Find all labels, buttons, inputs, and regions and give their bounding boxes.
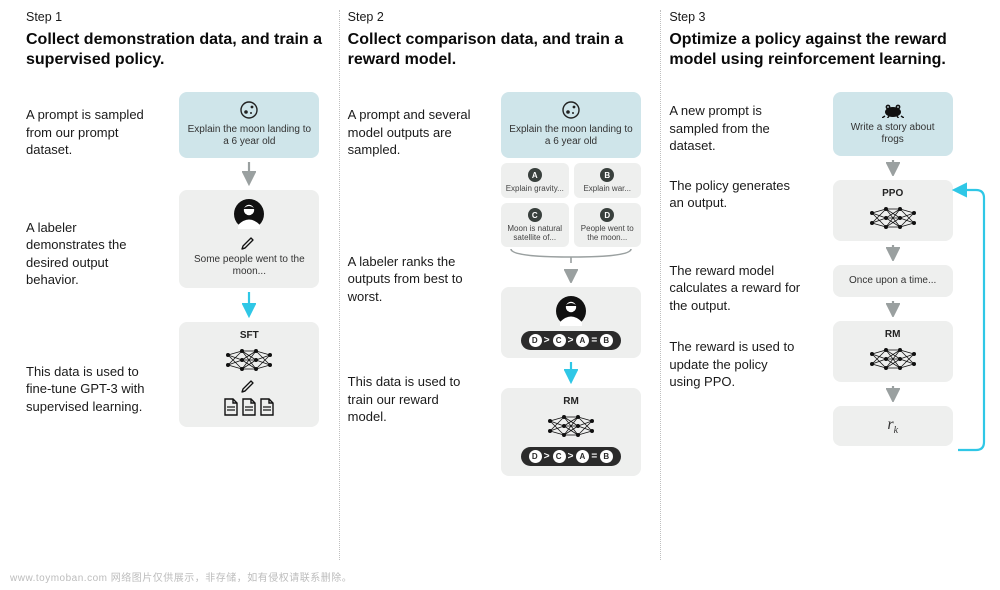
arrow-icon — [564, 362, 578, 384]
rank-b: B — [600, 334, 613, 347]
step2-desc2: A labeler ranks the outputs from best to… — [348, 253, 480, 306]
step2-desc3: This data is used to train our reward mo… — [348, 373, 480, 426]
docs-icon-row — [223, 397, 275, 417]
person-icon — [555, 295, 587, 327]
arrow-icon — [242, 292, 256, 318]
person-icon — [233, 198, 265, 230]
step3-rm-card: RM — [833, 321, 953, 382]
nn-icon — [868, 205, 918, 231]
step2-prompt-text: Explain the moon landing to a 6 year old — [509, 124, 633, 148]
step2-options: AExplain gravity... BExplain war... CMoo… — [501, 163, 641, 247]
arrow-icon — [886, 245, 900, 261]
step3-desc1: A new prompt is sampled from the dataset… — [669, 102, 801, 155]
frog-icon — [882, 100, 904, 118]
step3-ppo-card: PPO — [833, 180, 953, 241]
sft-label: SFT — [240, 330, 259, 341]
arrow-icon — [886, 160, 900, 176]
pencil-icon — [241, 377, 257, 393]
step2-desc1: A prompt and several model outputs are s… — [348, 106, 480, 159]
reward-symbol: rk — [887, 416, 898, 436]
rank-c: C — [553, 334, 566, 347]
option-a: AExplain gravity... — [501, 163, 569, 198]
rm-label: RM — [885, 329, 901, 340]
pencil-icon — [241, 234, 257, 250]
option-b: BExplain war... — [574, 163, 642, 198]
ppo-label: PPO — [882, 188, 903, 199]
step3-reward-card: rk — [833, 406, 953, 446]
step3-gen-card: Once upon a time... — [833, 265, 953, 297]
rm-label: RM — [563, 396, 579, 407]
doc-icon — [259, 397, 275, 417]
rank-a: A — [576, 334, 589, 347]
step1-prompt-text: Explain the moon landing to a 6 year old — [187, 124, 311, 148]
step-2-column: Step 2 Collect comparison data, and trai… — [339, 10, 661, 560]
step3-desc3: The reward model calculates a reward for… — [669, 262, 801, 315]
step-1-label: Step 1 — [26, 10, 331, 24]
arrow-icon — [886, 386, 900, 402]
step1-sft-card: SFT — [179, 322, 319, 427]
option-b-text: Explain war... — [583, 184, 631, 193]
step2-prompt-card: Explain the moon landing to a 6 year old — [501, 92, 641, 158]
step2-rm-card: RM D> C> A= B — [501, 388, 641, 476]
step3-prompt-card: Write a story about frogs — [833, 92, 953, 156]
ranking-pill: D> C> A= B — [521, 331, 622, 350]
step1-desc1: A prompt is sampled from our prompt data… — [26, 106, 158, 159]
step1-desc2: A labeler demonstrates the desired outpu… — [26, 219, 158, 289]
step-2-title: Collect comparison data, and train a rew… — [348, 30, 653, 70]
footer-text: www.toymoban.com 网络图片仅供展示，非存储，如有侵权请联系删除。 — [10, 569, 352, 584]
option-c: CMoon is natural satellite of... — [501, 203, 569, 247]
rank-d: D — [529, 334, 542, 347]
step-3-column: Step 3 Optimize a policy against the rew… — [660, 10, 982, 560]
step-3-title: Optimize a policy against the reward mod… — [669, 30, 974, 70]
doc-icon — [241, 397, 257, 417]
moon-icon — [239, 100, 259, 120]
step1-labeler-card: Some people went to the moon... — [179, 190, 319, 288]
nn-icon — [868, 346, 918, 372]
step-1-title: Collect demonstration data, and train a … — [26, 30, 331, 70]
option-c-text: Moon is natural satellite of... — [505, 224, 565, 242]
arrow-icon — [886, 301, 900, 317]
step3-prompt-text: Write a story about frogs — [841, 122, 945, 146]
nn-icon — [546, 413, 596, 439]
step-2-label: Step 2 — [348, 10, 653, 24]
step3-gen-text: Once upon a time... — [849, 275, 936, 287]
nn-icon — [224, 347, 274, 373]
step-3-label: Step 3 — [669, 10, 974, 24]
step1-desc3: This data is used to fine-tune GPT-3 wit… — [26, 363, 158, 416]
arrow-icon — [564, 269, 578, 283]
ranking-pill: D> C> A= B — [521, 447, 622, 466]
step3-desc4: The reward is used to update the policy … — [669, 338, 801, 391]
step-1-column: Step 1 Collect demonstration data, and t… — [18, 10, 339, 560]
step2-labeler-card: D> C> A= B — [501, 287, 641, 358]
moon-icon — [561, 100, 581, 120]
arrow-icon — [242, 162, 256, 186]
step1-labeler-text: Some people went to the moon... — [187, 254, 311, 278]
step1-prompt-card: Explain the moon landing to a 6 year old — [179, 92, 319, 158]
bracket-icon — [501, 247, 641, 265]
option-d: DPeople went to the moon... — [574, 203, 642, 247]
step3-desc2: The policy generates an output. — [669, 177, 801, 212]
doc-icon — [223, 397, 239, 417]
option-a-text: Explain gravity... — [506, 184, 564, 193]
option-d-text: People went to the moon... — [578, 224, 638, 242]
